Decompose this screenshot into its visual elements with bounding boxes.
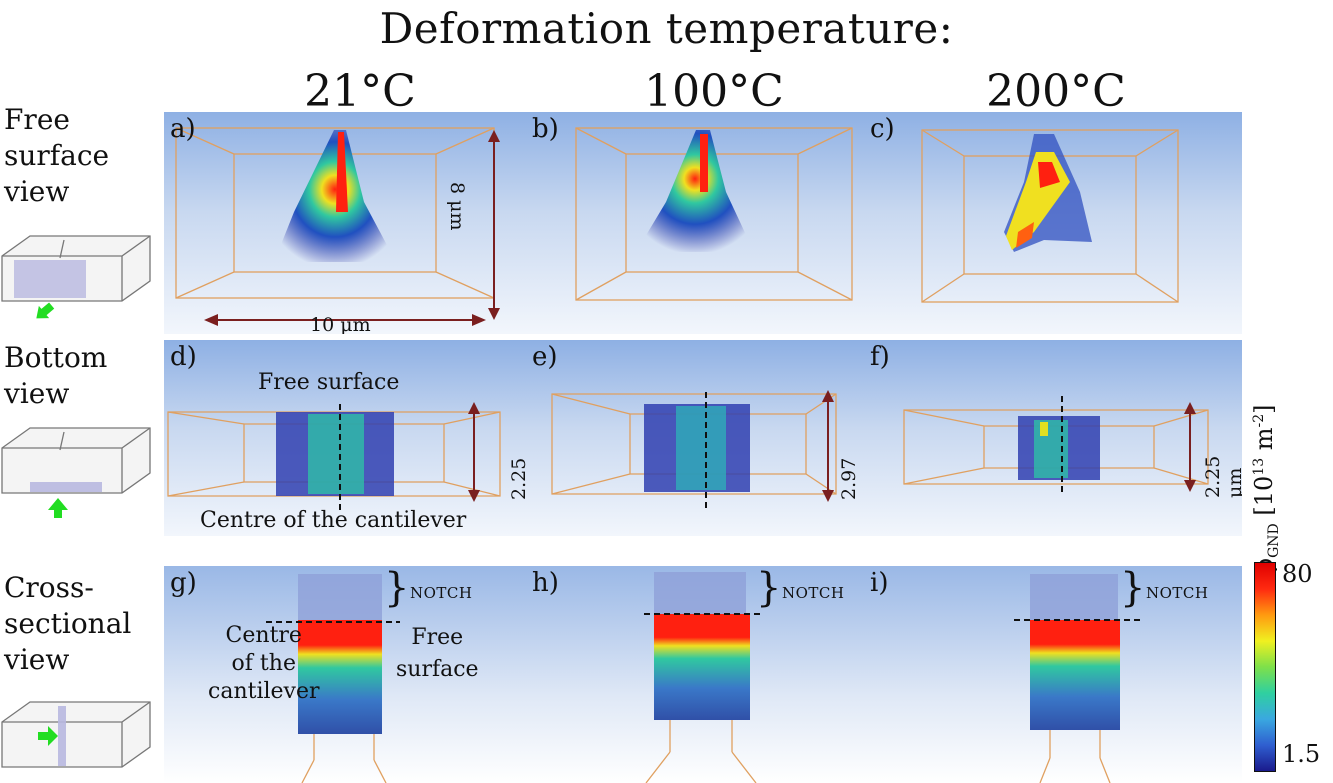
row-label-cross-sectional: Cross- sectional view	[4, 570, 131, 678]
scale-width-label: 10 μm	[310, 314, 371, 334]
colorbar-title: ρGND [1013 m-2]	[1250, 342, 1300, 572]
figure-title: Deformation temperature:	[379, 4, 954, 53]
notch-label-h: NOTCH	[782, 584, 845, 602]
row-label-bottom: Bottom view	[4, 340, 107, 412]
cantilever-schematic-bottom-icon	[1, 427, 151, 518]
temperature-label-100: 100°C	[644, 66, 784, 117]
temperature-label-21: 21°C	[304, 66, 416, 117]
panel-h: h) } NOTCH	[526, 566, 864, 783]
thickness-label-d: 2.25 μm	[508, 457, 526, 500]
panel-label-d: d)	[170, 342, 197, 372]
panel-b: b)	[526, 112, 864, 334]
annotation-line: surface	[396, 657, 479, 682]
colorbar-unit-tail: m	[1250, 427, 1278, 458]
notch-label-g: NOTCH	[410, 584, 473, 602]
panel-label-a: a)	[170, 114, 196, 144]
centre-annotation: Centre of the cantilever	[200, 508, 467, 533]
panel-e: e) 2.97 μm	[526, 340, 864, 536]
centre-annotation-g: Centre of the cantilever	[208, 622, 320, 706]
annotation-line: of the	[231, 651, 296, 676]
colorbar-min-label: 1.5	[1282, 740, 1321, 768]
notch-label-i: NOTCH	[1146, 584, 1209, 602]
panel-label-e: e)	[532, 342, 558, 372]
cantilever-schematic-cross-icon	[1, 701, 151, 768]
panel-label-g: g)	[170, 568, 197, 598]
notch-brace: }	[1120, 566, 1146, 611]
thickness-label-e: 2.97 μm	[838, 457, 864, 500]
row-label-line: Cross-	[4, 571, 94, 604]
scale-height-label: 8 μm	[446, 182, 468, 231]
cantilever-schematic-free-icon	[1, 235, 151, 319]
notch-brace: }	[384, 566, 410, 611]
row-label-free-surface: Free surface view	[4, 102, 109, 210]
row-label-line: sectional	[4, 607, 132, 640]
annotation-line: Centre	[225, 623, 302, 648]
temperature-label-200: 200°C	[986, 66, 1126, 117]
row-label-line: view	[4, 643, 70, 676]
row-label-line: view	[4, 377, 70, 410]
thickness-label-f: 2.25 μm	[1202, 455, 1242, 498]
panel-g: g) } NOTCH Centre of the cantilever Free…	[164, 566, 526, 783]
row-label-line: Free	[4, 103, 70, 136]
row-label-line: view	[4, 175, 70, 208]
free-surface-annotation: Free surface	[258, 370, 400, 395]
colorbar-unit: [10	[1250, 475, 1278, 516]
panel-label-f: f)	[870, 342, 890, 372]
panel-f: f) 2.25 μm	[864, 340, 1242, 536]
panel-label-i: i)	[870, 568, 889, 598]
colorbar-subscript: GND	[1265, 523, 1282, 558]
colorbar-unit-close: ]	[1250, 404, 1278, 414]
colorbar-exponent-2: -2	[1251, 413, 1267, 428]
row-label-line: surface	[4, 139, 110, 172]
panel-label-c: c)	[870, 114, 895, 144]
row-label-line: Bottom	[4, 341, 108, 374]
panel-a: a) 8 μm 10 μm	[164, 112, 526, 334]
annotation-line: cantilever	[208, 679, 320, 704]
panel-label-b: b)	[532, 114, 559, 144]
panel-d: d) Free surface Centre of the cantilever…	[164, 340, 526, 536]
panel-i: i) } NOTCH	[864, 566, 1242, 783]
panel-label-h: h)	[532, 568, 559, 598]
panel-c: c)	[864, 112, 1242, 334]
annotation-line: Free	[411, 625, 464, 650]
colorbar-max-label: 80	[1282, 560, 1313, 588]
free-surface-annotation-g: Free surface	[396, 622, 479, 686]
colorbar-exponent: 13	[1251, 457, 1267, 476]
colorbar-scale	[1254, 562, 1276, 772]
notch-brace: }	[756, 566, 782, 611]
